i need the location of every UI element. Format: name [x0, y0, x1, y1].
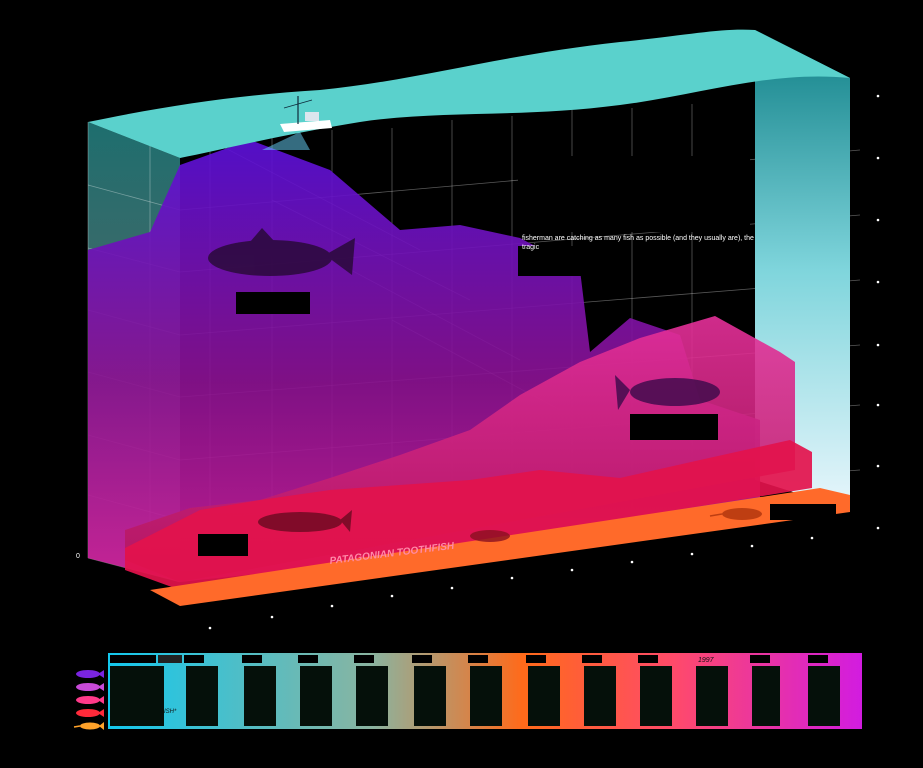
swordfish-icon — [73, 722, 104, 730]
cod-icon — [76, 670, 104, 678]
fishing-boat-icon — [262, 96, 332, 150]
swordfish-fish-icon — [709, 508, 762, 520]
small-fish-icon — [470, 530, 510, 542]
y-axis-zero: 0 — [76, 553, 80, 560]
legend-icons — [73, 670, 104, 730]
toothfish-icon — [76, 696, 104, 704]
red-fish-icon — [76, 709, 104, 717]
timeline-year: 1997 — [698, 657, 715, 664]
axis-tick-dots — [208, 94, 880, 630]
water-surface — [88, 29, 850, 158]
annotation-text: fisherman are catching as many fish as p… — [522, 235, 754, 251]
tuna-fish-icon — [615, 375, 720, 410]
redacted-labels — [198, 156, 836, 556]
toothfish-fish-icon — [258, 510, 352, 532]
timeline-cards — [110, 666, 840, 726]
swordfish-area — [150, 488, 850, 606]
cod-fish-icon — [208, 228, 355, 276]
toothfish-area — [125, 440, 812, 590]
tuna-icon — [76, 683, 104, 691]
timeline-tabs — [184, 655, 828, 663]
timeline-note: ISH* — [164, 709, 177, 715]
